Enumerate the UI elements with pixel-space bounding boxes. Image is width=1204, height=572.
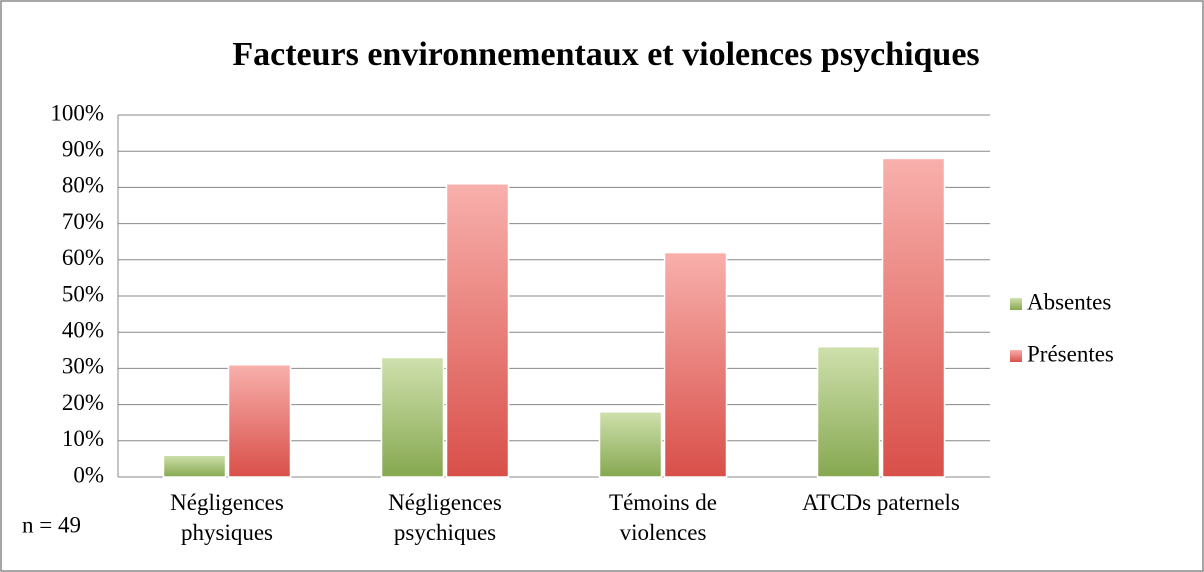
y-tick-label: 0% bbox=[73, 462, 104, 487]
bar bbox=[162, 454, 227, 478]
x-tick-label: Négligences physiques bbox=[170, 490, 284, 545]
y-tick-label: 100% bbox=[50, 100, 104, 125]
annotation: n = 49 bbox=[22, 512, 81, 537]
bar bbox=[227, 364, 292, 478]
y-tick-label: 10% bbox=[62, 426, 104, 451]
x-tick-label: ATCDs paternels bbox=[802, 490, 960, 515]
bar bbox=[380, 356, 445, 478]
legend-label: Absentes bbox=[1027, 289, 1111, 314]
bar bbox=[816, 345, 881, 478]
legend-swatch bbox=[1010, 298, 1022, 310]
y-tick-label: 20% bbox=[62, 390, 104, 415]
x-tick-label: Témoins de violences bbox=[609, 490, 717, 545]
bar bbox=[881, 157, 946, 478]
y-tick-label: 30% bbox=[62, 354, 104, 379]
x-tick-label: Négligences psychiques bbox=[388, 490, 502, 545]
y-tick-label: 60% bbox=[62, 245, 104, 270]
y-tick-label: 80% bbox=[62, 173, 104, 198]
y-tick-label: 70% bbox=[62, 209, 104, 234]
bar bbox=[663, 251, 728, 478]
bar bbox=[598, 411, 663, 478]
legend-swatch bbox=[1010, 350, 1022, 362]
legend-label: Présentes bbox=[1027, 341, 1114, 366]
y-tick-label: 50% bbox=[62, 281, 104, 306]
y-tick-label: 40% bbox=[62, 317, 104, 342]
y-tick-label: 90% bbox=[62, 136, 104, 161]
bar bbox=[445, 183, 510, 478]
chart-title: Facteurs environnementaux et violences p… bbox=[232, 36, 979, 73]
